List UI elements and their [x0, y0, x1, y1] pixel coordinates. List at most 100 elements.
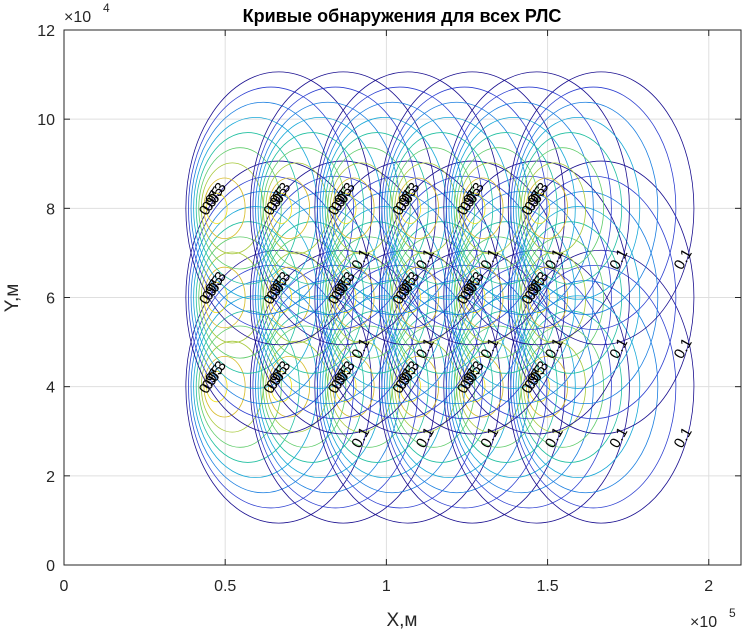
- contour-line: [448, 190, 594, 405]
- contour-line: [451, 116, 576, 300]
- contour-line: [335, 192, 357, 224]
- contour-line: [525, 177, 568, 240]
- contour-line: [507, 71, 695, 346]
- contour-line: [443, 71, 630, 346]
- contour-level-label: 0.1: [671, 425, 696, 452]
- contour-line: [262, 236, 347, 359]
- contour-line: [391, 147, 476, 270]
- contour-line: [389, 221, 494, 374]
- contour-line: [510, 264, 677, 509]
- contour-line: [327, 236, 411, 359]
- y-exponent-power: 4: [103, 1, 110, 15]
- contour-line: [445, 175, 612, 420]
- contour-line: [518, 310, 623, 463]
- x-exponent-base: ×10: [690, 614, 717, 631]
- contour-line: [520, 147, 605, 270]
- x-tick-label: 1.5: [536, 578, 558, 595]
- contour-line: [324, 132, 429, 285]
- y-axis-label: Y,м: [2, 284, 23, 313]
- x-exponent-label: ×10 5: [690, 606, 736, 631]
- contour-line: [262, 147, 347, 270]
- contour-line: [378, 71, 566, 346]
- y-exponent-base: ×10: [64, 9, 91, 26]
- y-tick-label: 4: [46, 380, 55, 397]
- contour-line: [456, 147, 540, 270]
- contour-line: [324, 221, 429, 374]
- contour-line: [195, 221, 300, 374]
- contour-line: [203, 266, 246, 329]
- contour-line: [515, 206, 641, 389]
- contour-line: [453, 221, 558, 374]
- contour-line: [198, 325, 282, 448]
- contour-line: [262, 325, 347, 448]
- contour-line: [396, 177, 440, 240]
- x-tick-label: 2: [704, 578, 713, 595]
- contour-line: [260, 132, 365, 285]
- contour-line: [260, 310, 365, 463]
- contour-line: [381, 86, 548, 330]
- contour-line: [456, 236, 540, 359]
- contour-line: [463, 192, 486, 224]
- contour-line: [314, 71, 501, 346]
- chart-title: Кривые обнаружения для всех РЛС: [243, 6, 562, 26]
- contour-line: [399, 281, 421, 314]
- contour-line: [391, 325, 476, 448]
- contour-line: [270, 281, 293, 314]
- contour-line: [389, 132, 494, 285]
- y-tick-label: 10: [37, 112, 55, 129]
- contour-line: [399, 371, 421, 403]
- y-tick-label: 2: [46, 469, 55, 486]
- contour-line: [327, 147, 411, 270]
- contour-line: [203, 355, 246, 418]
- contour-line: [267, 177, 311, 240]
- contour-line: [463, 371, 486, 403]
- x-tick-label: 0.5: [214, 578, 236, 595]
- contour-line: [399, 192, 421, 224]
- contour-line: [332, 177, 375, 240]
- contour-line: [198, 236, 282, 359]
- contour-line: [518, 132, 623, 285]
- contour-line: [206, 281, 228, 314]
- contour-line: [203, 177, 246, 240]
- contour-line: [391, 236, 476, 359]
- contour-line: [520, 325, 605, 448]
- contour-line: [445, 86, 612, 330]
- contour-plot: [185, 71, 695, 524]
- contour-line: [188, 86, 354, 330]
- axis-ticks: 0 0.5 1 1.5 2 0 2 4 6 8 10 12: [37, 23, 741, 595]
- x-tick-label: 1: [382, 578, 391, 595]
- contour-line: [510, 175, 677, 420]
- contour-line: [324, 310, 429, 463]
- contour-line: [389, 310, 494, 463]
- contour-line: [528, 192, 550, 224]
- contour-line: [453, 132, 558, 285]
- contour-line: [198, 147, 282, 270]
- contour-line: [249, 71, 437, 346]
- y-tick-label: 0: [46, 558, 55, 575]
- contour-line: [523, 162, 587, 255]
- contour-line: [518, 221, 623, 374]
- x-axis-label: X,м: [386, 610, 417, 631]
- contour-line: [206, 192, 228, 224]
- contour-line: [185, 71, 372, 346]
- contour-line: [523, 251, 587, 344]
- x-tick-label: 0: [60, 578, 69, 595]
- contour-line: [453, 310, 558, 463]
- contour-line: [512, 101, 659, 315]
- contour-line: [520, 236, 605, 359]
- y-tick-label: 12: [37, 23, 55, 40]
- contour-line: [335, 371, 357, 403]
- contour-line: [510, 86, 677, 330]
- contour-line: [195, 132, 300, 285]
- contour-line: [448, 101, 594, 315]
- contour-line: [512, 190, 659, 405]
- contour-line: [195, 310, 300, 463]
- contour-line: [461, 177, 504, 240]
- contour-line: [463, 281, 486, 314]
- contour-line: [523, 340, 587, 433]
- contour-line: [316, 86, 483, 330]
- y-tick-label: 6: [46, 291, 55, 308]
- contour-line: [270, 192, 293, 224]
- x-exponent-power: 5: [729, 606, 736, 620]
